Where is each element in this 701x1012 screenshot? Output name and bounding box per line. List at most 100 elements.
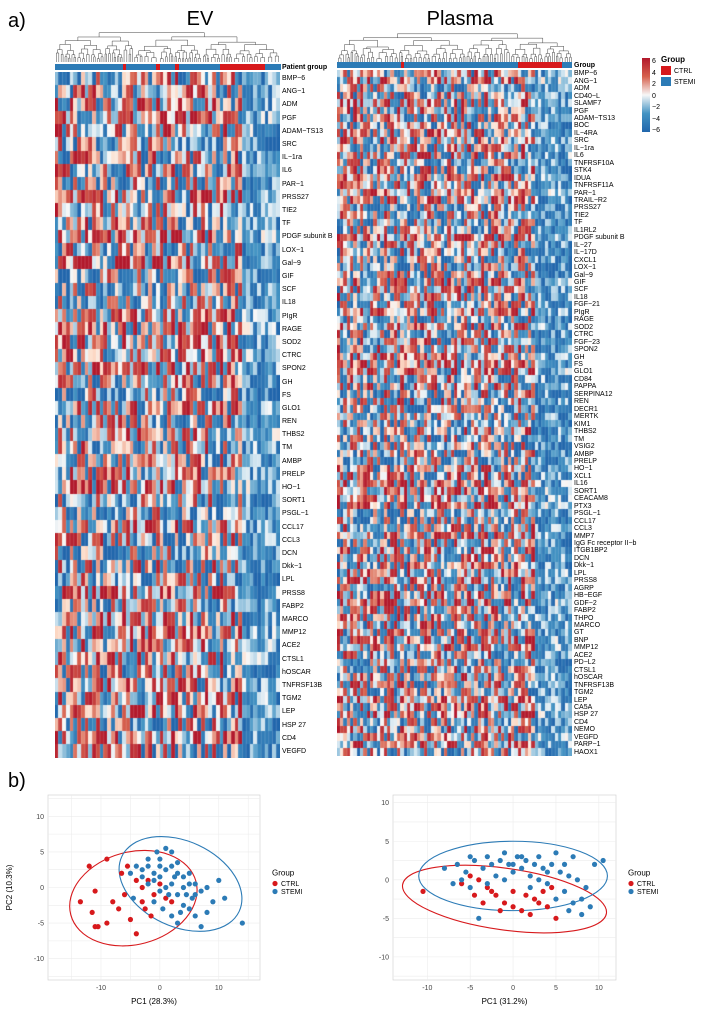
point-stemi	[166, 892, 172, 898]
plasma-row-label: PGF	[574, 107, 589, 115]
point-stemi	[183, 892, 189, 898]
point-stemi	[587, 904, 593, 910]
ev-row-label: TIE2	[282, 207, 297, 215]
annotation-cell	[81, 64, 86, 70]
point-ctrl	[145, 877, 151, 883]
heat-legend-title: Group	[661, 55, 685, 64]
plasma-row-label: CCL3	[574, 525, 592, 533]
dendrogram-branch	[534, 56, 537, 62]
plasma-row-label: LPL	[574, 569, 587, 577]
dendrogram-branch	[449, 53, 456, 59]
legend-stemi-marker	[628, 888, 634, 895]
annotation-cell	[246, 64, 251, 70]
plasma-row-label: GDF−2	[574, 599, 597, 607]
dendrogram-branch	[139, 55, 143, 62]
dendrogram-branch	[569, 56, 572, 62]
ev-row-label: GIF	[282, 272, 294, 280]
dendrogram-branch	[504, 49, 509, 62]
ev-row-label: ANG−1	[282, 88, 306, 96]
plasma-row-label: SLAMF7	[574, 100, 602, 108]
plasma-annotation-bar	[337, 62, 573, 68]
annotation-cell	[454, 62, 459, 68]
dendrogram-branch	[494, 53, 499, 62]
point-ctrl	[89, 909, 95, 916]
point-ctrl	[519, 908, 525, 914]
annotation-cell	[85, 64, 90, 70]
annotation-cell	[407, 62, 412, 68]
annotation-cell	[434, 62, 439, 68]
point-stemi	[476, 915, 482, 921]
dendrogram-branch	[521, 56, 525, 62]
point-ctrl	[86, 863, 92, 869]
point-stemi	[186, 906, 192, 912]
dendrogram-branch	[500, 53, 503, 62]
dendrogram-branch	[260, 57, 265, 62]
dendrogram-branch	[113, 49, 120, 55]
dendrogram-branch	[491, 37, 544, 43]
dendrogram-branch	[108, 53, 111, 62]
plasma-row-label: PAPPA	[574, 383, 597, 391]
dendrogram-branch	[217, 57, 220, 62]
dendrogram-branch	[249, 57, 253, 62]
dendrogram-branch	[515, 49, 526, 55]
annotation-cell	[548, 62, 553, 68]
dendrogram-branch	[413, 40, 450, 46]
point-stemi	[553, 896, 559, 902]
point-stemi	[157, 874, 163, 880]
x-tick-label: 10	[215, 985, 223, 992]
point-ctrl	[531, 896, 538, 902]
annotation-cell	[427, 62, 432, 68]
point-stemi	[154, 849, 160, 855]
plasma-row-label: THPO	[574, 614, 594, 622]
point-stemi	[561, 861, 568, 867]
point-stemi	[186, 881, 192, 887]
annotation-cell	[504, 62, 509, 68]
annotation-cell	[457, 62, 462, 68]
point-stemi	[523, 857, 529, 864]
plasma-row-label: KIM1	[574, 420, 591, 428]
annotation-cell	[431, 62, 435, 68]
dendrogram-branch	[91, 54, 95, 62]
dendrogram-branch	[177, 50, 186, 53]
annotation-cell	[363, 62, 368, 68]
annotation-cell	[350, 62, 355, 68]
point-stemi	[169, 881, 175, 887]
point-stemi	[210, 899, 216, 905]
annotation-cell	[491, 62, 496, 68]
dendrogram-branch	[107, 45, 117, 50]
point-stemi	[570, 900, 576, 906]
ev-row-label: MARCO	[282, 615, 309, 623]
plasma-row-label: ITGB1BP2	[574, 547, 608, 555]
dendrogram-branch	[81, 48, 89, 55]
plasma-row-label: PTX3	[574, 502, 592, 510]
legend-stemi-label: STEMI	[637, 889, 658, 896]
dendrogram-branch	[165, 56, 168, 62]
dendrogram-branch	[225, 57, 229, 62]
point-stemi	[553, 850, 559, 856]
dendrogram-branch	[213, 54, 219, 59]
annotation-cell	[545, 62, 549, 68]
x-tick-label: 5	[554, 985, 558, 992]
dendrogram-branch	[120, 57, 123, 62]
plasma-row-label: IL−1ra	[574, 144, 595, 152]
plasma-row-label: SOD2	[574, 323, 594, 331]
annotation-cell	[444, 62, 449, 68]
annotation-cell	[541, 62, 546, 68]
plasma-row-label: ADAM−TS13	[574, 114, 616, 122]
plasma-row-label: FGF−21	[574, 301, 600, 309]
dendrogram-branch	[171, 36, 238, 43]
point-stemi	[189, 895, 195, 901]
annotation-cell	[360, 62, 365, 68]
point-ctrl	[110, 899, 116, 905]
annotation-cell	[141, 64, 146, 70]
heat-scale-tick: −6	[652, 127, 660, 134]
point-stemi	[192, 881, 198, 887]
plasma-title: Plasma	[426, 8, 494, 30]
annotation-cell	[160, 64, 165, 70]
point-stemi	[180, 874, 187, 880]
dendrogram-branch	[96, 58, 100, 62]
plasma-row-label: HAOX1	[574, 748, 598, 756]
annotation-cell	[521, 62, 526, 68]
plasma-row-label: CXCL1	[574, 256, 597, 264]
point-stemi	[177, 909, 184, 916]
